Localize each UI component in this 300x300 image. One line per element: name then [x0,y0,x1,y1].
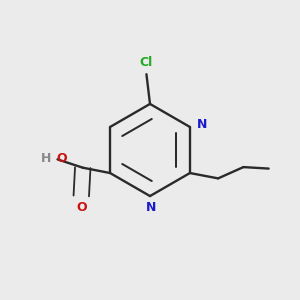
Text: O: O [56,152,67,165]
Text: H: H [41,152,51,165]
Text: N: N [197,118,208,131]
Text: N: N [146,202,157,214]
Text: Cl: Cl [140,56,153,69]
Text: O: O [76,201,87,214]
